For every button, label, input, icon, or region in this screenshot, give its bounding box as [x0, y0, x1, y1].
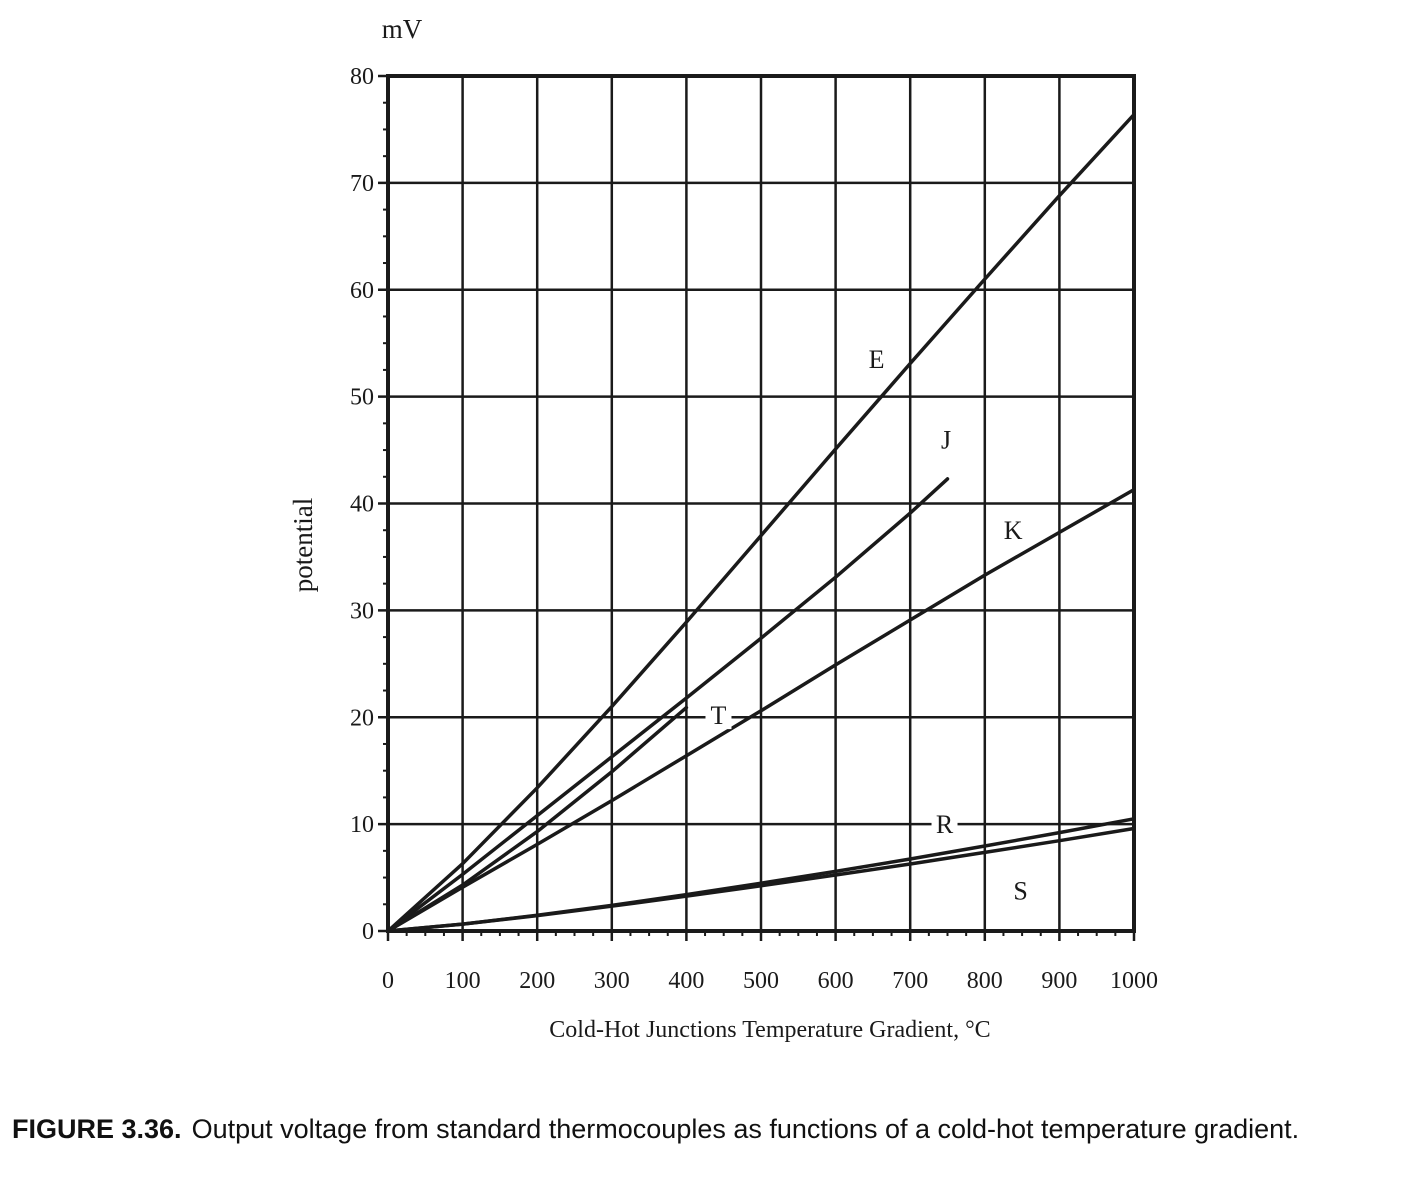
y-tick-labels: 0 10 20 30 40 50 60 70 80 — [350, 64, 388, 945]
figure-number: FIGURE 3.36. — [12, 1114, 182, 1144]
y-tick-label: 70 — [350, 171, 374, 197]
x-tick-label: 100 — [445, 968, 481, 994]
y-tick-label: 20 — [350, 705, 374, 731]
series-line-E — [386, 112, 1136, 933]
x-tick-label: 900 — [1041, 968, 1077, 994]
x-tick-label: 700 — [892, 968, 928, 994]
series-label-E: E — [869, 345, 885, 374]
series-label-backdrop — [1007, 874, 1034, 905]
series-label-T: T — [711, 701, 727, 730]
series-label-J: J — [941, 425, 951, 454]
x-tick-label: 600 — [818, 968, 854, 994]
y-tick-label: 0 — [362, 919, 374, 945]
series-labels: E J K T R S — [705, 343, 1034, 905]
series-label-backdrop — [1000, 514, 1027, 545]
series-label-backdrop — [863, 343, 890, 374]
series-line-S — [386, 826, 1136, 933]
series-label-R: R — [936, 810, 954, 839]
y-tick-label: 10 — [350, 812, 374, 838]
x-tick-label: 200 — [519, 968, 555, 994]
series-label-K: K — [1004, 516, 1023, 545]
series-label-backdrop — [931, 808, 958, 839]
grid — [388, 76, 1134, 931]
y-tick-label: 80 — [350, 64, 374, 90]
y-tick-label: 30 — [350, 598, 374, 624]
series-label-backdrop — [705, 699, 732, 730]
series-line-T — [386, 705, 689, 933]
y-tick-label: 40 — [350, 492, 374, 518]
series-label-S: S — [1013, 876, 1027, 905]
x-tick-label: 300 — [594, 968, 630, 994]
series-line-J — [386, 477, 950, 933]
figure-caption: FIGURE 3.36. Output voltage from standard… — [12, 1112, 1412, 1147]
x-tick-label: 800 — [967, 968, 1003, 994]
series-line-K — [386, 487, 1136, 933]
x-tick-label: 400 — [668, 968, 704, 994]
x-tick-label: 0 — [382, 968, 394, 994]
y-axis-label: potential — [288, 498, 318, 592]
series-label-backdrop — [933, 423, 960, 454]
y-axis-unit: mV — [382, 14, 423, 44]
thermocouple-chart: 0 10 20 30 40 50 60 70 80 0 100 200 300 400 500 600 700… — [288, 14, 1158, 1043]
series-lines — [386, 112, 1136, 933]
x-tick-label: 500 — [743, 968, 779, 994]
x-tick-labels: 0 100 200 300 400 500 600 700 800 900 1000 — [382, 931, 1158, 994]
y-tick-label: 50 — [350, 385, 374, 411]
x-tick-label: 1000 — [1110, 968, 1158, 994]
caption-text: Output voltage from standard thermocoupl… — [191, 1114, 1300, 1144]
y-tick-label: 60 — [350, 278, 374, 304]
x-axis-label: Cold-Hot Junctions Temperature Gradient,… — [549, 1017, 990, 1043]
